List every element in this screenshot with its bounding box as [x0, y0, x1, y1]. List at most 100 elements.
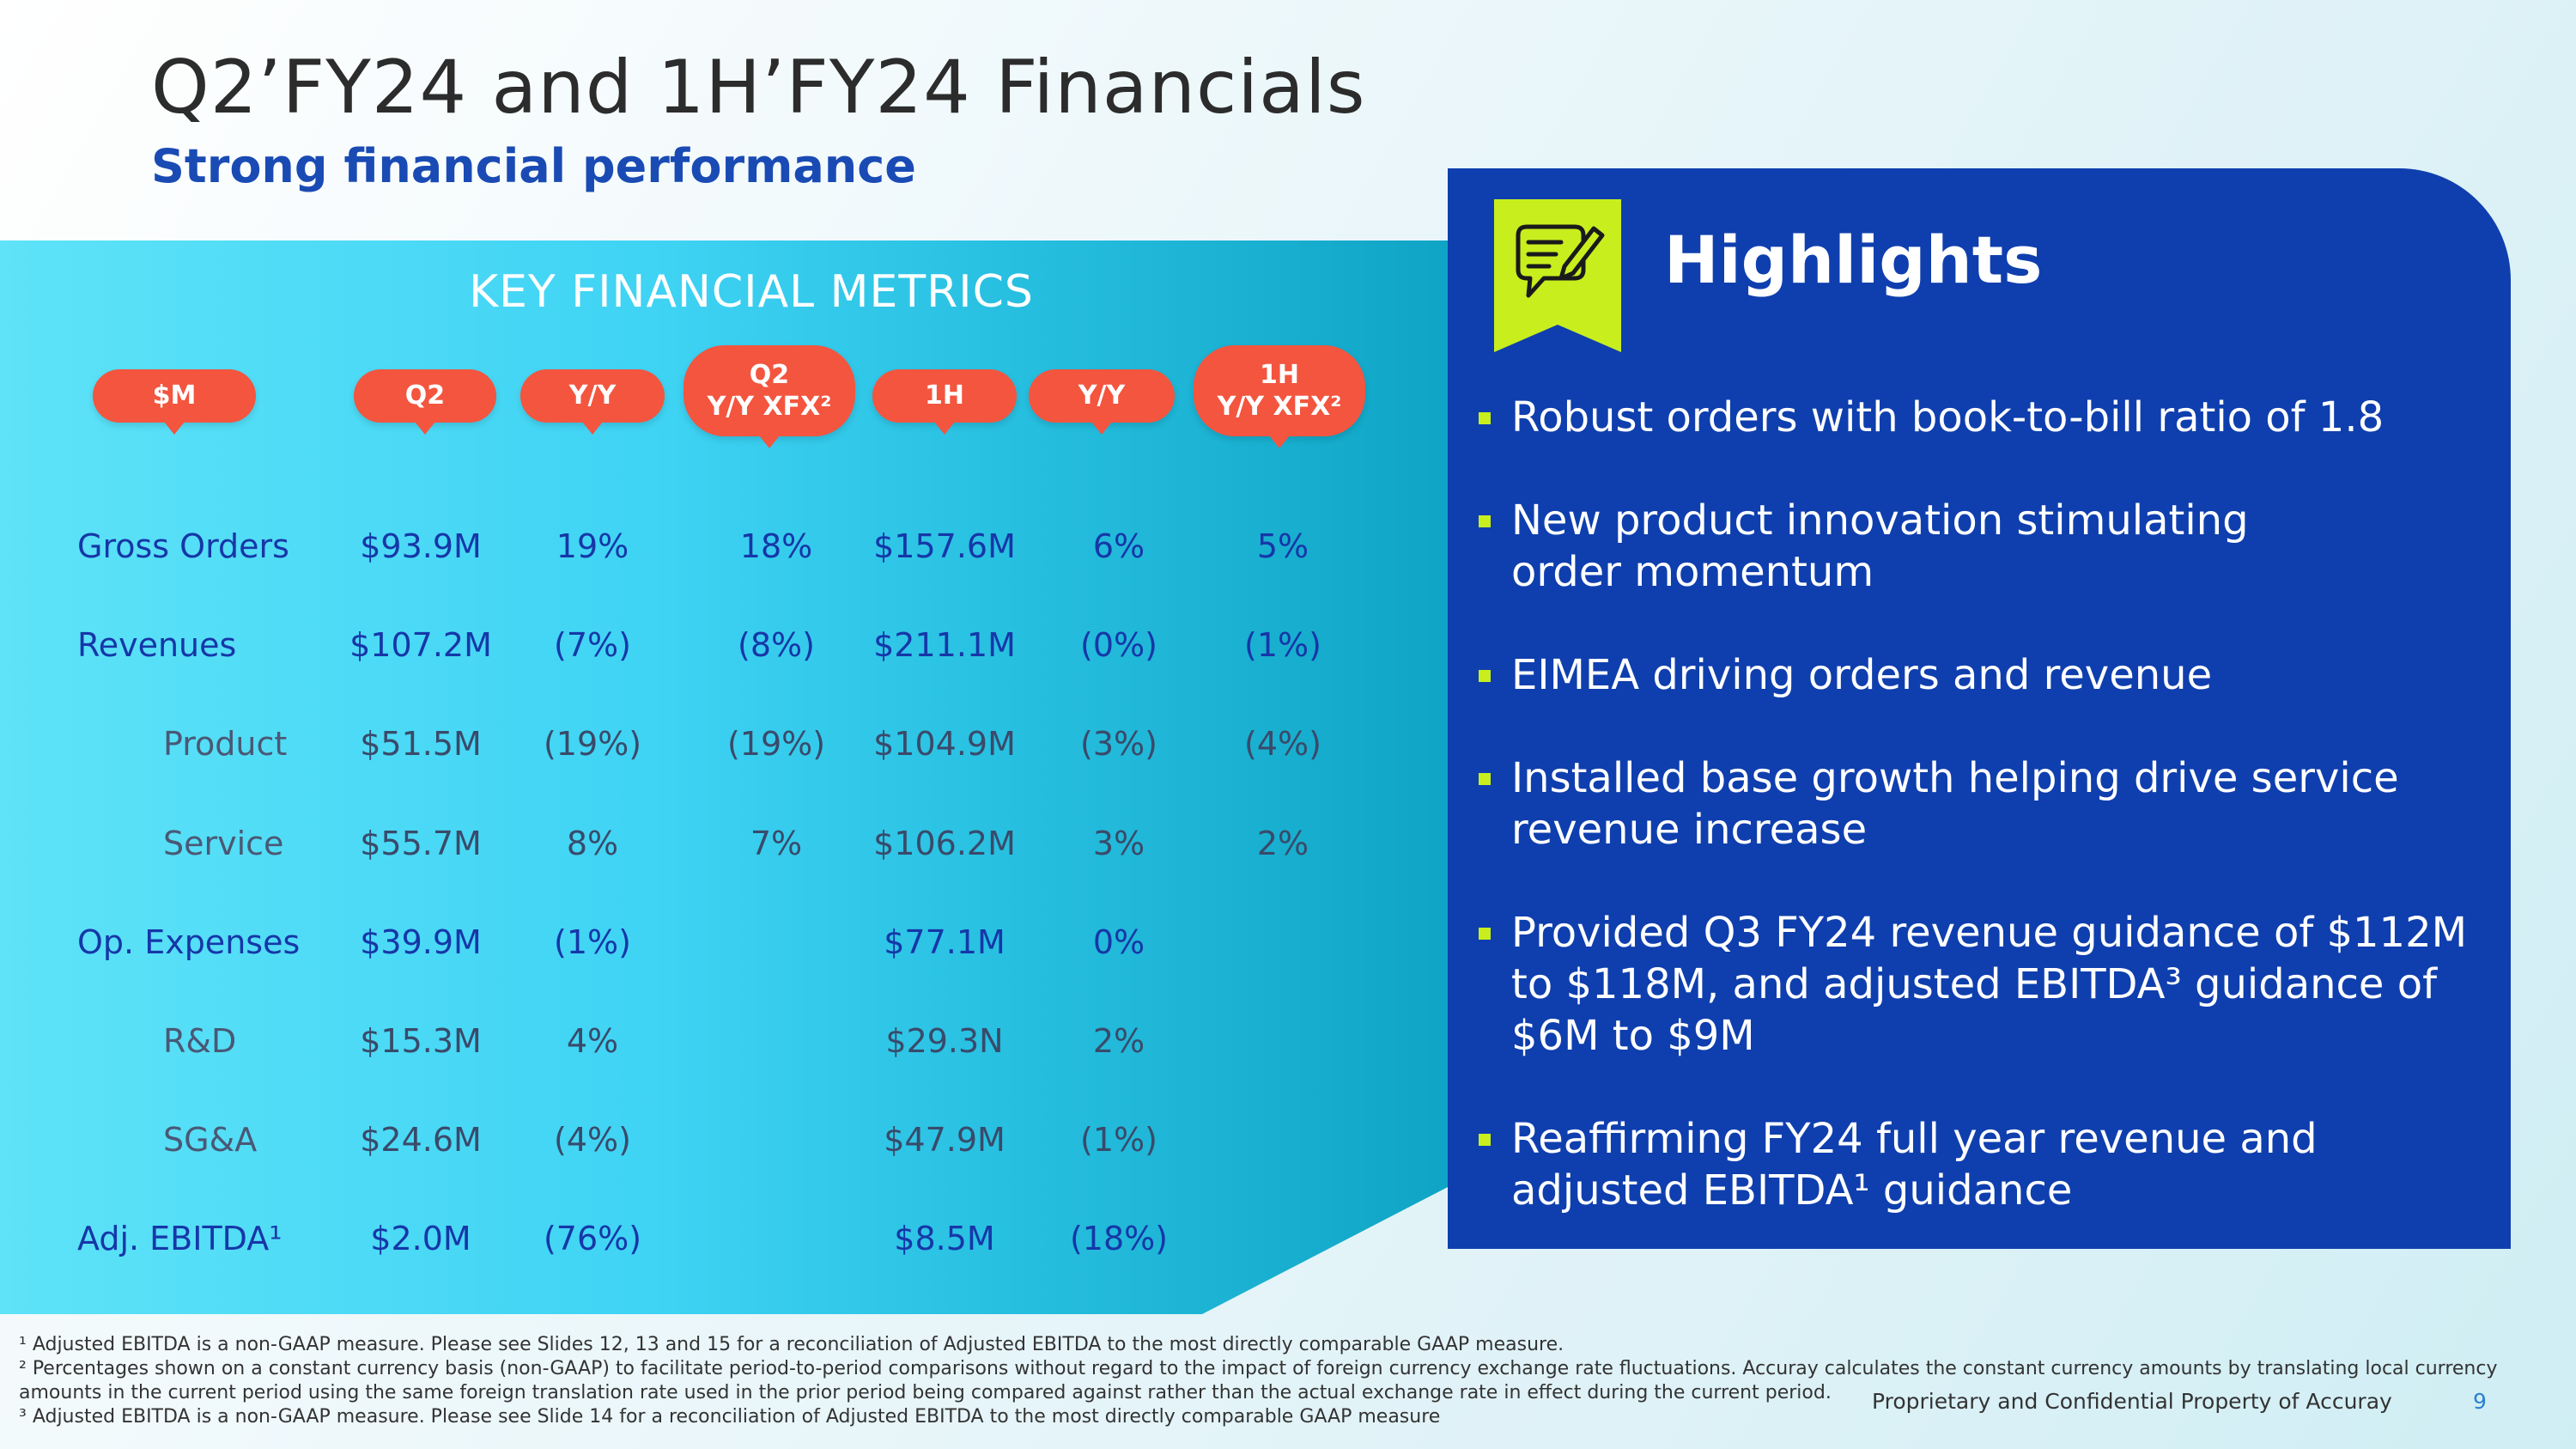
- bullet-square-icon: [1479, 773, 1491, 785]
- column-header-sublabel: Y/Y XFX²: [1217, 392, 1342, 422]
- metric-value: (4%): [1244, 725, 1321, 763]
- highlights-badge: [1494, 199, 1621, 352]
- column-header-pill: 1H Y/Y XFX²: [1194, 345, 1365, 448]
- highlight-line: $6M to $9M: [1511, 1012, 1755, 1060]
- metric-value: $29.3N: [885, 1022, 1004, 1060]
- highlight-bullet: Installed base growth helping drive serv…: [1477, 752, 2490, 855]
- highlight-line: Reaffirming FY24 full year revenue and: [1511, 1115, 2318, 1163]
- metric-value: $51.5M: [360, 725, 482, 763]
- footnote-2-continued: amounts in the current period using the …: [19, 1382, 1832, 1403]
- metric-value: (4%): [554, 1121, 631, 1159]
- metric-value: 5%: [1256, 527, 1309, 565]
- footnotes: ¹ Adjusted EBITDA is a non-GAAP measure.…: [19, 1333, 2509, 1429]
- metric-value: $15.3M: [360, 1022, 482, 1060]
- highlight-bullet: New product innovation stimulating order …: [1477, 495, 2490, 598]
- bullet-square-icon: [1479, 670, 1491, 682]
- metric-value: $107.2M: [349, 626, 492, 664]
- confidential-notice: Proprietary and Confidential Property of…: [1872, 1389, 2392, 1414]
- footnote-1: ¹ Adjusted EBITDA is a non-GAAP measure.…: [19, 1334, 1564, 1355]
- metric-value: $55.7M: [360, 825, 482, 862]
- highlight-line: adjusted EBITDA¹ guidance: [1511, 1166, 2073, 1215]
- metric-value: $47.9M: [884, 1121, 1005, 1159]
- highlight-line: Installed base growth helping drive serv…: [1511, 754, 2399, 802]
- metric-value: $2.0M: [370, 1220, 471, 1257]
- footnote-3: ³ Adjusted EBITDA is a non-GAAP measure.…: [19, 1406, 1441, 1428]
- metric-value: $77.1M: [884, 923, 1005, 961]
- metric-value: (0%): [1080, 626, 1157, 664]
- metric-label: Service: [163, 825, 284, 862]
- metric-value: 4%: [566, 1022, 619, 1060]
- metric-value: 2%: [1256, 825, 1309, 862]
- metric-value: $211.1M: [873, 626, 1016, 664]
- metric-value: 18%: [739, 527, 813, 565]
- metric-value: (3%): [1080, 725, 1157, 763]
- column-header-sublabel: Y/Y XFX²: [707, 392, 832, 422]
- metric-value: 7%: [750, 825, 803, 862]
- metrics-heading: KEY FINANCIAL METRICS: [469, 266, 1034, 318]
- metric-value: (18%): [1069, 1220, 1169, 1257]
- bullet-square-icon: [1479, 515, 1491, 527]
- metric-value: 6%: [1092, 527, 1145, 565]
- metric-value: 19%: [556, 527, 629, 565]
- metric-label: Adj. EBITDA¹: [77, 1220, 283, 1257]
- metric-value: $104.9M: [873, 725, 1016, 763]
- metric-label: SG&A: [163, 1121, 258, 1159]
- metric-label: Revenues: [77, 626, 237, 664]
- metric-value: $39.9M: [360, 923, 482, 961]
- highlights-title: Highlights: [1664, 222, 2043, 298]
- metric-label: Product: [163, 725, 288, 763]
- metric-value: (1%): [1080, 1121, 1157, 1159]
- column-header-pill: $M: [93, 369, 256, 435]
- column-header-label: $M: [152, 381, 197, 411]
- highlight-line: Provided Q3 FY24 revenue guidance of $11…: [1511, 909, 2468, 957]
- column-header-label: Q2: [749, 359, 790, 390]
- highlight-line: Robust orders with book-to-bill ratio of…: [1511, 393, 2385, 441]
- metric-value: 8%: [566, 825, 619, 862]
- bullet-square-icon: [1479, 1134, 1491, 1146]
- metric-label: R&D: [163, 1022, 237, 1060]
- metric-value: (19%): [726, 725, 826, 763]
- column-header-label: Q2: [404, 381, 446, 411]
- metric-value: (19%): [543, 725, 642, 763]
- metric-value: $24.6M: [360, 1121, 482, 1159]
- highlight-bullet: Reaffirming FY24 full year revenue and ad…: [1477, 1113, 2490, 1216]
- highlight-bullet: Robust orders with book-to-bill ratio of…: [1477, 392, 2490, 443]
- highlight-line: revenue increase: [1511, 806, 1868, 854]
- highlight-line: EIMEA driving orders and revenue: [1511, 651, 2213, 699]
- column-header-pill: Y/Y: [520, 369, 665, 435]
- bullet-square-icon: [1479, 928, 1491, 940]
- column-header-pill: 1H: [872, 369, 1017, 435]
- metric-label: Op. Expenses: [77, 923, 301, 961]
- metric-value: $157.6M: [873, 527, 1016, 565]
- metric-value: (7%): [554, 626, 631, 664]
- highlight-bullet: EIMEA driving orders and revenue: [1477, 649, 2490, 701]
- bullet-square-icon: [1479, 412, 1491, 424]
- highlight-bullet: Provided Q3 FY24 revenue guidance of $11…: [1477, 907, 2490, 1062]
- metric-value: (1%): [554, 923, 631, 961]
- column-header-pill: Y/Y: [1029, 369, 1175, 435]
- slide-title: Q2’FY24 and 1H’FY24 Financials: [151, 45, 1366, 131]
- footnote-2: ² Percentages shown on a constant curren…: [19, 1358, 2498, 1379]
- highlight-line: New product innovation stimulating: [1511, 496, 2249, 545]
- metric-value: (76%): [543, 1220, 642, 1257]
- metric-value: 2%: [1092, 1022, 1145, 1060]
- slide-subtitle: Strong financial performance: [151, 139, 916, 193]
- metric-value: $93.9M: [360, 527, 482, 565]
- column-header-pill: Q2 Y/Y XFX²: [683, 345, 855, 448]
- metric-value: $106.2M: [873, 825, 1016, 862]
- page-number: 9: [2473, 1389, 2487, 1414]
- highlight-line: to $118M, and adjusted EBITDA³ guidance …: [1511, 960, 2437, 1008]
- column-header-label: Y/Y: [1078, 381, 1126, 411]
- highlight-line: order momentum: [1511, 548, 1874, 596]
- metric-value: (1%): [1244, 626, 1321, 664]
- metric-value: 3%: [1092, 825, 1145, 862]
- column-header-label: Y/Y: [568, 381, 617, 411]
- metric-value: $8.5M: [894, 1220, 995, 1257]
- metric-value: 0%: [1092, 923, 1145, 961]
- metric-value: (8%): [738, 626, 815, 664]
- chat-pencil-icon: [1516, 224, 1605, 298]
- metric-label: Gross Orders: [77, 527, 289, 565]
- column-header-label: 1H: [1260, 359, 1299, 390]
- column-header-pill: Q2: [354, 369, 496, 435]
- highlights-panel: [1448, 168, 2511, 1249]
